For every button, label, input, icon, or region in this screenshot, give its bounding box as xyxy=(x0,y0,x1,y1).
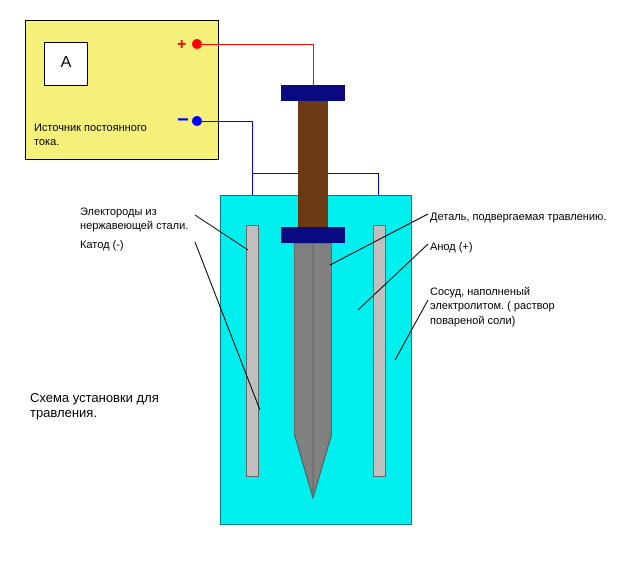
label-vessel: Сосуд, наполненый электролитом. ( раство… xyxy=(430,285,555,328)
label-cathode: Катод (-) xyxy=(80,238,124,252)
label-part: Деталь, подвергаемая травлению. xyxy=(430,210,610,224)
diagram-title: Схема установки для травления. xyxy=(30,390,159,420)
label-electrodes: Электороды из нержавеющей стали. xyxy=(80,205,188,234)
diagram-canvas: A Источник постоянного тока. + − Электор… xyxy=(0,0,620,579)
label-anode: Анод (+) xyxy=(430,240,473,254)
